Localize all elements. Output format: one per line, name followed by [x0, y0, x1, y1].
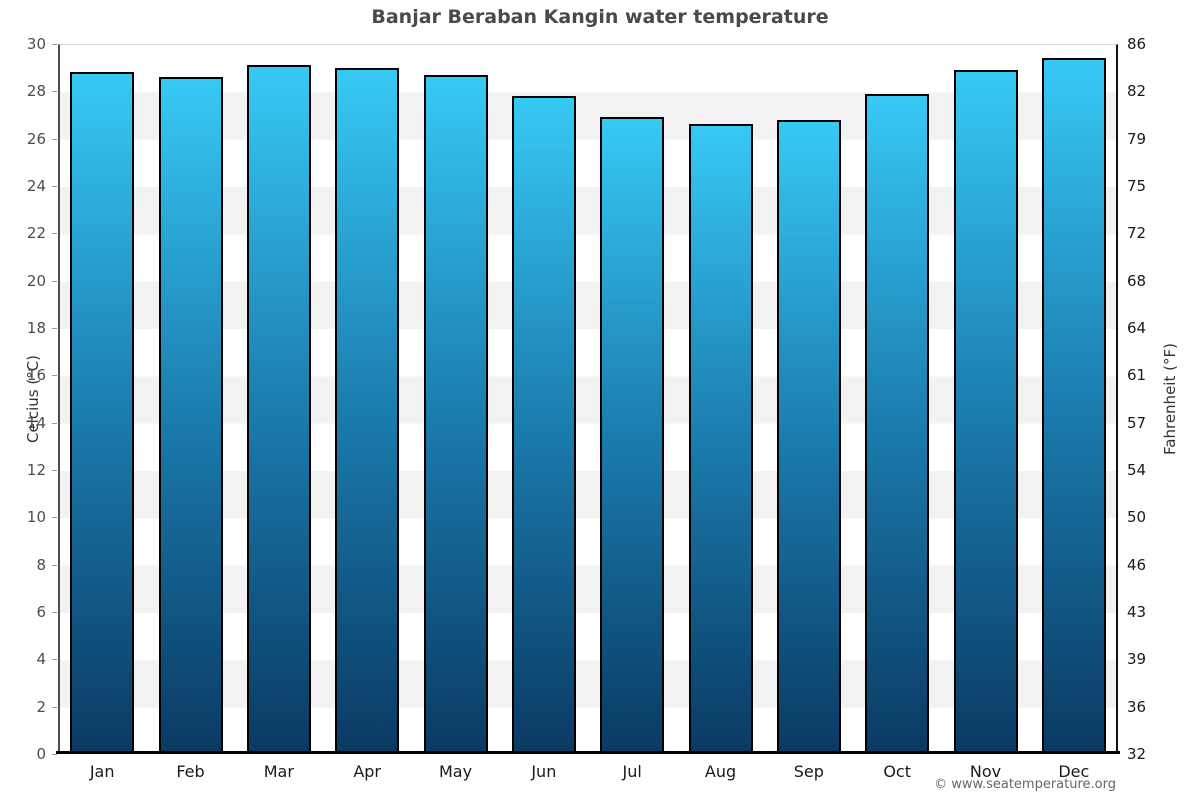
bar-dec[interactable]	[1041, 58, 1106, 754]
fahrenheit-tick-label: 75	[1127, 177, 1147, 195]
celsius-tick-label: 14	[26, 413, 46, 432]
month-label-aug: Aug	[704, 762, 737, 781]
celsius-tick-mark	[52, 375, 57, 376]
bar-oct[interactable]	[865, 93, 930, 754]
bar-jun[interactable]	[511, 96, 576, 754]
celsius-tick-mark	[52, 707, 57, 708]
month-label-mar: Mar	[263, 762, 294, 781]
month-label-jun: Jun	[531, 762, 557, 781]
bar-aug[interactable]	[688, 124, 753, 754]
celsius-tick-mark	[52, 612, 57, 613]
fahrenheit-tick-label: 64	[1127, 319, 1147, 337]
celsius-tick-label: 2	[36, 697, 46, 716]
bar-feb[interactable]	[158, 77, 223, 754]
celsius-tick-mark	[52, 44, 57, 45]
left-axis-title-box: Celcius (°C)	[18, 44, 48, 754]
celsius-tick-label: 26	[26, 129, 46, 148]
fahrenheit-tick-label: 36	[1127, 697, 1147, 716]
plot-area	[58, 44, 1118, 754]
celsius-tick-mark	[52, 517, 57, 518]
celsius-tick-mark	[52, 328, 57, 329]
copyright-link[interactable]: © www.seatemperature.org	[934, 777, 1116, 792]
celsius-tick-mark	[52, 233, 57, 234]
celsius-tick-label: 28	[26, 82, 46, 101]
chart-title: Banjar Beraban Kangin water temperature	[371, 6, 829, 28]
month-label-sep: Sep	[793, 762, 824, 781]
bar-nov[interactable]	[953, 70, 1018, 754]
month-label-oct: Oct	[883, 762, 911, 781]
celsius-tick-mark	[52, 91, 57, 92]
right-axis-title: Fahrenheit (°F)	[1161, 343, 1180, 455]
fahrenheit-tick-label: 43	[1127, 603, 1147, 621]
bar-jul[interactable]	[600, 117, 665, 754]
fahrenheit-tick-label: 86	[1127, 35, 1147, 53]
fahrenheit-tick-label: 50	[1127, 508, 1147, 527]
celsius-tick-mark	[52, 565, 57, 566]
fahrenheit-tick-label: 39	[1127, 650, 1147, 669]
fahrenheit-tick-label: 72	[1127, 224, 1147, 243]
fahrenheit-tick-label: 54	[1127, 461, 1147, 479]
celsius-tick-mark	[52, 423, 57, 424]
celsius-tick-label: 12	[26, 461, 46, 479]
celsius-tick-label: 6	[36, 603, 46, 621]
celsius-tick-mark	[52, 281, 57, 282]
celsius-tick-label: 16	[26, 366, 46, 385]
fahrenheit-tick-label: 79	[1127, 129, 1147, 148]
celsius-tick-mark	[52, 139, 57, 140]
celsius-tick-mark	[52, 754, 57, 755]
celsius-tick-label: 24	[26, 177, 46, 195]
fahrenheit-tick-label: 32	[1127, 745, 1147, 763]
celsius-tick-mark	[52, 470, 57, 471]
bar-may[interactable]	[423, 74, 488, 754]
month-label-feb: Feb	[176, 762, 205, 781]
month-label-may: May	[438, 762, 473, 781]
celsius-tick-label: 30	[26, 35, 46, 53]
bar-apr[interactable]	[335, 67, 400, 754]
celsius-tick-label: 22	[26, 224, 46, 243]
fahrenheit-tick-label: 68	[1127, 271, 1147, 290]
celsius-tick-label: 0	[36, 745, 46, 763]
fahrenheit-tick-label: 61	[1127, 366, 1147, 385]
celsius-tick-mark	[52, 659, 57, 660]
celsius-tick-label: 20	[26, 271, 46, 290]
celsius-tick-label: 10	[26, 508, 46, 527]
bar-jan[interactable]	[70, 72, 135, 754]
celsius-tick-label: 4	[36, 650, 46, 669]
month-label-jan: Jan	[89, 762, 115, 781]
fahrenheit-tick-label: 82	[1127, 82, 1147, 101]
x-axis-line	[56, 751, 1120, 754]
month-label-dec: Dec	[1058, 762, 1090, 781]
month-label-nov: Nov	[969, 762, 1002, 781]
celsius-tick-label: 8	[36, 555, 46, 574]
celsius-tick-mark	[52, 186, 57, 187]
bar-mar[interactable]	[246, 65, 311, 754]
month-label-jul: Jul	[622, 762, 642, 781]
fahrenheit-tick-label: 46	[1127, 555, 1147, 574]
bar-sep[interactable]	[776, 119, 841, 754]
fahrenheit-tick-label: 57	[1127, 413, 1147, 432]
right-axis-title-box: Fahrenheit (°F)	[1152, 44, 1188, 754]
month-label-apr: Apr	[353, 762, 381, 781]
celsius-tick-label: 18	[26, 319, 46, 337]
